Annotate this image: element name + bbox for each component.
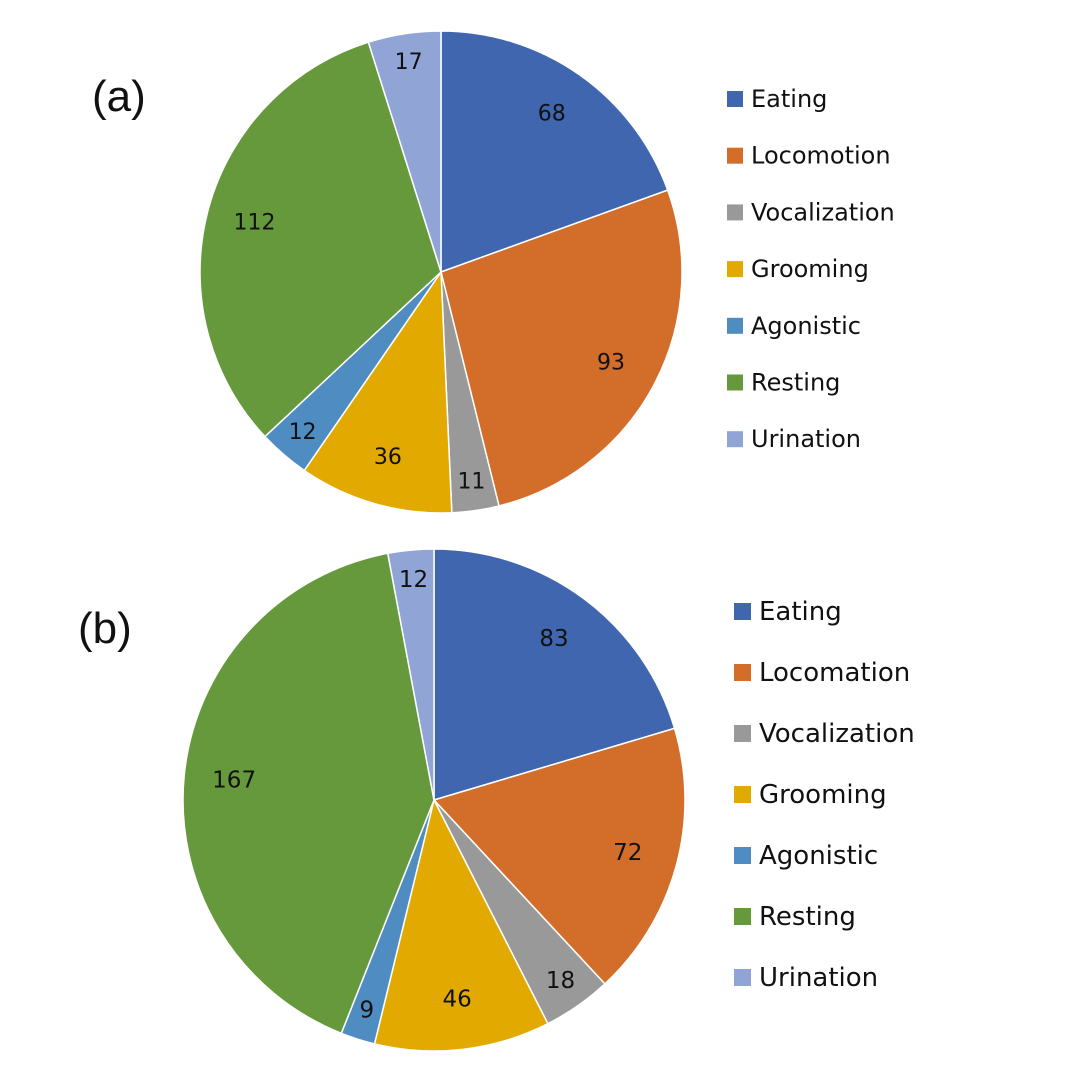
data-label: 93 xyxy=(597,350,625,375)
data-label: 83 xyxy=(539,626,568,652)
legend-label: Agonistic xyxy=(751,311,861,340)
legend-swatch xyxy=(734,786,751,804)
legend-item: Eating xyxy=(734,597,842,627)
pie-slice-resting xyxy=(199,41,442,438)
data-label: 12 xyxy=(399,567,428,593)
legend-swatch xyxy=(734,664,751,682)
data-label: 18 xyxy=(546,968,575,994)
legend-item: Urination xyxy=(734,963,878,993)
data-label: 9 xyxy=(360,997,375,1023)
data-label: 46 xyxy=(443,986,472,1012)
legend-swatch xyxy=(727,204,743,221)
pie-slice-locomation xyxy=(432,727,686,985)
legend-item: Eating xyxy=(727,85,827,113)
legend-item: Grooming xyxy=(734,780,887,810)
legend-label: Resting xyxy=(751,368,841,397)
pie-slice-eating xyxy=(433,548,676,802)
legend-swatch xyxy=(734,847,751,865)
data-label: 167 xyxy=(212,768,256,794)
data-label: 17 xyxy=(395,50,423,75)
legend-swatch xyxy=(727,91,743,108)
pie-slice-resting xyxy=(182,552,435,1035)
legend-item: Urination xyxy=(727,425,861,453)
legend-label: Urination xyxy=(751,425,861,454)
data-label: 36 xyxy=(374,445,402,470)
legend-item: Vocalization xyxy=(734,719,915,749)
legend-label: Eating xyxy=(751,85,828,114)
legend-swatch xyxy=(734,725,751,743)
legend-label: Eating xyxy=(759,596,842,627)
legend-label: Vocalization xyxy=(759,718,915,749)
legend-item: Grooming xyxy=(727,255,869,283)
legend-item: Locomotion xyxy=(727,142,891,170)
legend-label: Grooming xyxy=(751,255,869,284)
panel-label-b: (b) xyxy=(78,604,132,653)
legend-swatch xyxy=(727,431,743,448)
legend-label: Locomotion xyxy=(751,141,891,170)
data-label: 12 xyxy=(289,420,317,445)
legend-item: Agonistic xyxy=(734,841,878,871)
legend-item: Resting xyxy=(727,369,840,397)
pie-slice-eating xyxy=(440,30,669,274)
pie-slice-urination xyxy=(367,30,442,273)
legend-label: Urination xyxy=(759,962,879,993)
legend-label: Resting xyxy=(759,901,856,932)
pie-slice-locomotion xyxy=(440,189,683,507)
legend-label: Locomation xyxy=(759,657,911,688)
pie-slice-grooming xyxy=(373,797,549,1052)
legend-swatch xyxy=(734,603,751,621)
legend-swatch xyxy=(734,908,751,926)
legend-swatch xyxy=(734,969,751,987)
legend-item: Resting xyxy=(734,902,856,932)
pie-slice-urination xyxy=(386,548,435,801)
pie-slice-grooming xyxy=(303,269,453,514)
legend-swatch xyxy=(727,374,743,391)
data-label: 68 xyxy=(538,102,566,127)
legend-label: Agonistic xyxy=(759,840,879,871)
legend-swatch xyxy=(727,317,743,334)
panel-label-a: (a) xyxy=(92,72,146,121)
data-label: 112 xyxy=(234,211,276,236)
data-label: 72 xyxy=(613,840,642,866)
legend-label: Vocalization xyxy=(751,198,895,227)
legend-swatch xyxy=(727,147,743,164)
legend-label: Grooming xyxy=(759,779,887,810)
legend-item: Agonistic xyxy=(727,312,861,340)
legend-item: Locomation xyxy=(734,658,910,688)
legend-item: Vocalization xyxy=(727,199,895,227)
data-label: 11 xyxy=(457,469,485,494)
legend-swatch xyxy=(727,261,743,278)
